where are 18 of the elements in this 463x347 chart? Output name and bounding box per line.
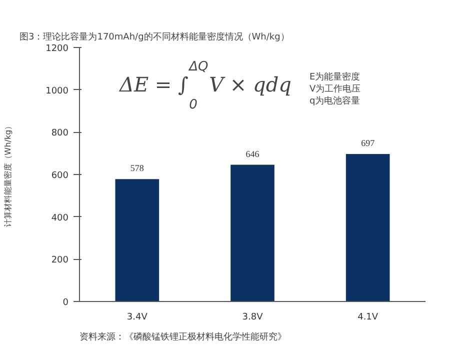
y-axis-title: 计算材料能量密度（Wh/kg） (4, 122, 13, 228)
x-tick-label: 3.4V (126, 312, 148, 322)
x-tick-label: 3.8V (242, 312, 264, 322)
y-tick-label: 0 (62, 298, 69, 308)
y-tick-label: 400 (51, 213, 69, 224)
x-tick-label: 4.1V (358, 312, 379, 322)
annotation: E为能量密度 V为工作电压 q为电池容量 (310, 72, 361, 106)
text: 资料来源：《磷酸锰铁锂正极材料电化学性能研究》 (80, 332, 286, 342)
y-tick-label: 200 (51, 256, 69, 266)
y-tick-label: 1000 (46, 86, 69, 96)
data-label: 646 (246, 148, 260, 159)
data-label: 697 (361, 138, 376, 148)
data-label: 578 (130, 163, 144, 174)
y-tick-label: 800 (51, 128, 69, 139)
text: ΔE = ∫0ΔQV × qdq (120, 60, 292, 112)
y-tick-label: 1200 (46, 44, 69, 54)
chart-title: 图3：理论比容量为170mAh/g的不同材料能量密度情况（Wh/kg） (20, 32, 290, 42)
y-tick-label: 600 (51, 171, 69, 181)
